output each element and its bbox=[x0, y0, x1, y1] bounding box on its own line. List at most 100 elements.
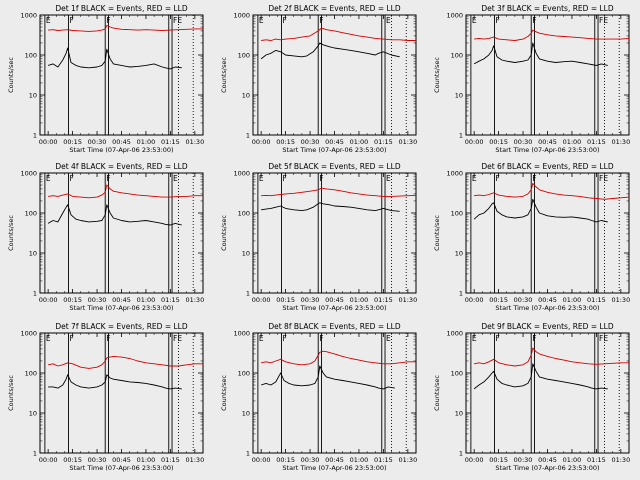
x-tick-label: 00:00 bbox=[465, 138, 484, 146]
interval-marker-label: E bbox=[46, 16, 51, 25]
x-tick-label: 01:30 bbox=[398, 296, 417, 304]
chart-title: Det 5f BLACK = Events, RED = LLD bbox=[268, 162, 401, 171]
chart-panel-6: Det 6f BLACK = Events, RED = LLD 1 10 100 10… bbox=[433, 162, 630, 312]
series-events-line bbox=[47, 47, 182, 70]
y-axis-label: Counts/sec bbox=[220, 215, 228, 251]
chart-panel-9: Det 9f BLACK = Events, RED = LLD 1 10 100 10… bbox=[433, 322, 630, 472]
x-tick-label: 00:15 bbox=[489, 296, 508, 304]
y-tick-label: 1 bbox=[33, 290, 37, 298]
interval-marker-label: F bbox=[283, 334, 287, 343]
x-tick-label: 01:15 bbox=[374, 456, 393, 464]
x-tick-label: 00:30 bbox=[514, 456, 533, 464]
x-tick-label: 00:30 bbox=[301, 138, 320, 146]
x-tick-label: 00:45 bbox=[538, 456, 557, 464]
y-tick-label: 1 bbox=[246, 132, 250, 140]
x-tick-label: 01:15 bbox=[587, 456, 606, 464]
interval-marker-label: FE bbox=[599, 174, 608, 183]
y-axis-label: Counts/sec bbox=[433, 215, 441, 251]
x-tick-label: 00:00 bbox=[252, 138, 271, 146]
y-tick-label: 1000 bbox=[20, 330, 37, 338]
chart-title: Det 9f BLACK = Events, RED = LLD bbox=[481, 322, 614, 331]
interval-marker-label: E bbox=[472, 174, 477, 183]
x-tick-label: 00:00 bbox=[465, 296, 484, 304]
series-lld-line bbox=[474, 347, 629, 367]
y-tick-label: 10 bbox=[29, 92, 37, 100]
x-tick-label: 00:15 bbox=[276, 296, 295, 304]
x-tick-label: 00:45 bbox=[538, 138, 557, 146]
x-tick-label: 01:15 bbox=[587, 138, 606, 146]
interval-marker-label: FE bbox=[599, 16, 608, 25]
x-tick-label: 01:30 bbox=[611, 296, 630, 304]
interval-marker-label: F bbox=[70, 16, 74, 25]
x-tick-label: 00:15 bbox=[63, 456, 82, 464]
x-tick-label: 00:00 bbox=[465, 456, 484, 464]
y-tick-label: 1000 bbox=[446, 170, 463, 178]
chart-title: Det 4f BLACK = Events, RED = LLD bbox=[55, 162, 188, 171]
x-tick-label: 01:30 bbox=[398, 138, 417, 146]
interval-marker-label: F bbox=[496, 334, 500, 343]
series-events-line bbox=[473, 363, 608, 390]
y-tick-label: 100 bbox=[238, 370, 250, 378]
y-tick-label: 1000 bbox=[20, 12, 37, 20]
x-tick-label: 00:00 bbox=[39, 138, 58, 146]
interval-marker-label: E bbox=[386, 16, 391, 25]
x-axis-label: Start Time (07-Apr-06 23:53:00) bbox=[69, 464, 173, 472]
interval-marker-label: E bbox=[259, 174, 264, 183]
interval-marker-label: FE bbox=[173, 334, 182, 343]
y-axis-label: Counts/sec bbox=[7, 375, 15, 411]
x-tick-label: 01:30 bbox=[611, 456, 630, 464]
series-events-line bbox=[261, 202, 400, 212]
interval-marker-label: E bbox=[46, 174, 51, 183]
series-lld-line bbox=[48, 355, 203, 369]
y-tick-label: 100 bbox=[238, 210, 250, 218]
x-axis-label: Start Time (07-Apr-06 23:53:00) bbox=[282, 304, 386, 312]
series-lld-line bbox=[48, 184, 203, 199]
x-tick-label: 00:30 bbox=[301, 456, 320, 464]
x-tick-label: 01:00 bbox=[137, 456, 156, 464]
x-tick-label: 00:00 bbox=[39, 456, 58, 464]
chart-panel-1: Det 1f BLACK = Events, RED = LLD 1 10 100 10… bbox=[7, 4, 204, 154]
x-tick-label: 01:30 bbox=[185, 138, 204, 146]
x-tick-label: 00:15 bbox=[276, 138, 295, 146]
y-tick-label: 10 bbox=[455, 410, 463, 418]
series-lld-line bbox=[474, 182, 630, 200]
series-lld-line bbox=[474, 29, 630, 41]
y-tick-label: 1000 bbox=[233, 170, 250, 178]
x-tick-label: 00:45 bbox=[112, 138, 131, 146]
interval-marker-label: E bbox=[259, 16, 264, 25]
y-tick-label: 1 bbox=[459, 132, 463, 140]
y-tick-label: 10 bbox=[29, 410, 37, 418]
x-tick-label: 01:00 bbox=[137, 138, 156, 146]
y-axis-label: Counts/sec bbox=[433, 375, 441, 411]
x-tick-label: 00:15 bbox=[63, 296, 82, 304]
y-tick-label: 10 bbox=[455, 92, 463, 100]
x-tick-label: 00:45 bbox=[112, 296, 131, 304]
interval-marker-label: FE bbox=[599, 334, 608, 343]
x-tick-label: 01:30 bbox=[611, 138, 630, 146]
series-lld-line bbox=[261, 350, 416, 366]
series-events-line bbox=[48, 374, 182, 390]
x-tick-label: 01:30 bbox=[398, 456, 417, 464]
x-tick-label: 01:00 bbox=[350, 456, 369, 464]
chart-panel-2: Det 2f BLACK = Events, RED = LLD 1 10 100 10… bbox=[220, 4, 417, 154]
x-tick-label: 00:30 bbox=[88, 456, 107, 464]
interval-marker-label: E bbox=[46, 334, 51, 343]
y-axis-label: Counts/sec bbox=[7, 57, 15, 93]
y-tick-label: 10 bbox=[242, 410, 250, 418]
x-tick-label: 00:45 bbox=[538, 296, 557, 304]
interval-marker-label: F bbox=[496, 16, 500, 25]
y-tick-label: 10 bbox=[242, 92, 250, 100]
x-axis-label: Start Time (07-Apr-06 23:53:00) bbox=[495, 464, 599, 472]
x-tick-label: 01:15 bbox=[587, 296, 606, 304]
y-tick-label: 1 bbox=[459, 450, 463, 458]
interval-marker-label: E bbox=[386, 174, 391, 183]
x-tick-label: 00:30 bbox=[514, 138, 533, 146]
y-tick-label: 1 bbox=[459, 290, 463, 298]
x-tick-label: 00:00 bbox=[252, 456, 271, 464]
y-tick-label: 1000 bbox=[233, 330, 250, 338]
y-tick-label: 1 bbox=[246, 450, 250, 458]
interval-marker-label: F bbox=[496, 174, 500, 183]
y-tick-label: 100 bbox=[451, 370, 463, 378]
x-tick-label: 00:45 bbox=[325, 456, 344, 464]
chart-title: Det 8f BLACK = Events, RED = LLD bbox=[268, 322, 401, 331]
